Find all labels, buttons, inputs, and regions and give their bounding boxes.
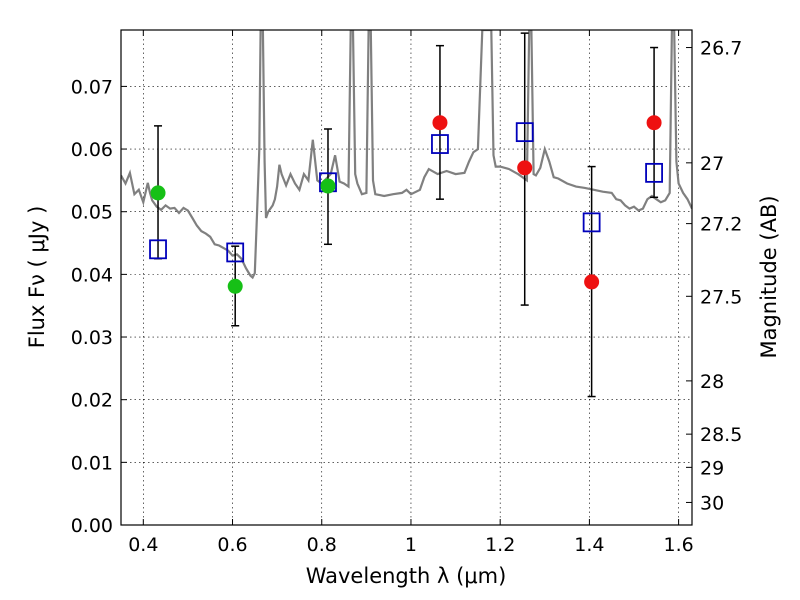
x-axis-label: Wavelength λ (μm) [306,564,507,588]
y-axis-label: Flux Fν ( μJy ) [25,206,49,349]
y-tick-label: 0.02 [71,390,113,412]
right-axis-label: Magnitude (AB) [757,195,781,358]
right-tick-label: 28 [700,371,724,393]
grid [121,30,692,526]
right-tick-label: 30 [700,492,724,514]
y-tick-label: 0.01 [71,452,113,474]
observed-flux-point [517,160,533,176]
x-tick-label: 1.6 [664,534,694,556]
plot-frame [120,29,693,526]
y-tick-label: 0.05 [71,202,113,224]
series-layer [121,30,692,398]
y-tick-label: 0.04 [71,264,113,286]
clipped-series [121,30,692,398]
right-tick-label: 27.2 [700,214,742,236]
right-tick-label: 28.5 [700,424,742,446]
model-flux-square [515,122,534,143]
y-tick-label: 0.06 [71,139,113,161]
observed-flux-point [227,278,243,294]
observed-flux-point [646,115,662,131]
right-tick-label: 26.7 [700,38,742,60]
model-flux-square [149,239,167,260]
x-tick-label: 0.4 [128,534,158,556]
model-flux-square [431,134,449,154]
x-tick-label: 0.6 [217,534,247,556]
y-tick-label: 0.00 [71,515,113,537]
model-spectrum-line [121,30,692,280]
plot-background [121,30,692,525]
observed-flux-point [432,115,448,131]
x-tick-label: 1.2 [485,534,515,556]
x-tick-label: 1.4 [574,534,604,556]
observed-flux-point [150,185,166,201]
right-tick-label: 29 [700,457,724,479]
right-tick-label: 27.5 [700,286,742,308]
x-tick-label: 1 [405,534,417,556]
x-tick-label: 0.8 [307,534,337,556]
observed-flux-point [320,178,336,194]
ticks: 0.4 0.6 0.8 1 1.2 1.4 1.6 0.00 0.01 0.02 0.03 0.04 0… [71,30,742,556]
y-tick-label: 0.07 [71,76,113,98]
right-tick-label: 27 [700,153,724,175]
model-flux-square [582,212,601,233]
y-tick-label: 0.03 [71,327,113,349]
model-flux-square [645,162,663,183]
observed-flux-point [584,274,600,290]
model-flux-square [226,242,245,263]
